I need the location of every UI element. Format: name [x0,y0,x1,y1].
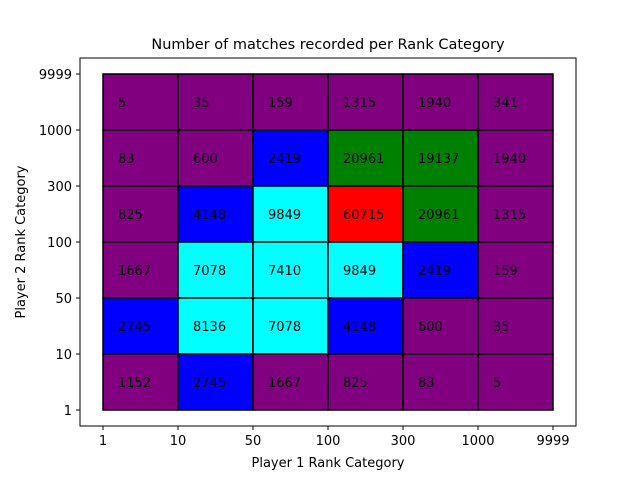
cell-value-label: 83 [118,152,135,167]
x-tick-label: 1 [99,434,107,449]
cell-value-label: 5 [493,376,501,391]
cell-value-label: 1667 [268,376,301,391]
cell-value-label: 1152 [118,376,151,391]
x-tick-label: 50 [245,434,262,449]
heatmap-cell [402,297,479,355]
heatmap-cell [402,353,479,411]
heatmap-cell [177,353,254,411]
cell-value-label: 159 [493,264,518,279]
cell-value-label: 83 [418,376,435,391]
cell-value-label: 60715 [343,208,384,223]
y-tick-label: 9999 [39,68,72,83]
heatmap-cell [102,73,179,131]
cell-value-label: 1315 [493,208,526,223]
cell-value-label: 35 [193,96,210,111]
heatmap-cell [252,353,329,411]
cell-value-label: 159 [268,96,293,111]
heatmap-cell [327,353,404,411]
heatmap-cell [477,129,554,187]
heatmap-cell [102,241,179,299]
chart-title: Number of matches recorded per Rank Cate… [151,37,505,53]
cell-value-label: 4148 [193,208,226,223]
x-tick-label: 10 [170,434,187,449]
y-tick-label: 10 [55,348,72,363]
heatmap-cell [252,129,329,187]
heatmap-cell [477,185,554,243]
y-tick-label: 100 [47,236,72,251]
cell-value-label: 2419 [418,264,451,279]
heatmap-cell [477,73,554,131]
cell-value-label: 19137 [418,152,459,167]
x-tick-label: 100 [316,434,341,449]
heatmap-cell [177,241,254,299]
cell-value-label: 1315 [343,96,376,111]
cell-value-label: 1940 [493,152,526,167]
x-tick-label: 9999 [536,434,569,449]
heatmap-cell [102,353,179,411]
cell-value-label: 600 [418,320,443,335]
cell-value-label: 2745 [118,320,151,335]
heatmap-cell [102,297,179,355]
heatmap-cell [327,129,404,187]
cell-value-label: 8136 [193,320,226,335]
cell-value-label: 20961 [343,152,384,167]
y-axis-label: Player 2 Rank Category [14,165,29,318]
cell-value-label: 9849 [268,208,301,223]
heatmap-cell [177,73,254,131]
cell-value-label: 2419 [268,152,301,167]
x-tick-label: 1000 [461,434,494,449]
y-tick-label: 300 [47,180,72,195]
y-tick-label: 1000 [39,124,72,139]
heatmap-cell [177,297,254,355]
cell-value-label: 2745 [193,376,226,391]
cell-value-label: 4148 [343,320,376,335]
cell-value-label: 1667 [118,264,151,279]
cell-value-label: 7410 [268,264,301,279]
cell-value-label: 825 [343,376,368,391]
cell-value-label: 5 [118,96,126,111]
heatmap-cell [327,73,404,131]
cell-value-label: 1940 [418,96,451,111]
cell-value-label: 7078 [268,320,301,335]
heatmap-cell [402,241,479,299]
cell-value-label: 341 [493,96,518,111]
cell-value-label: 9849 [343,264,376,279]
cell-value-label: 825 [118,208,143,223]
heatmap-cell [402,185,479,243]
heatmap-cell [177,185,254,243]
x-axis-label: Player 1 Rank Category [252,456,405,471]
cell-value-label: 600 [193,152,218,167]
y-tick-label: 50 [55,292,72,307]
heatmap-cell [477,297,554,355]
heatmap-cell [477,353,554,411]
heatmap-cell [402,129,479,187]
y-tick-label: 1 [64,404,72,419]
cell-value-label: 20961 [418,208,459,223]
cell-value-label: 35 [493,320,510,335]
heatmap-cell [102,129,179,187]
cell-value-label: 7078 [193,264,226,279]
heatmap-cell [252,185,329,243]
x-tick-label: 300 [391,434,416,449]
